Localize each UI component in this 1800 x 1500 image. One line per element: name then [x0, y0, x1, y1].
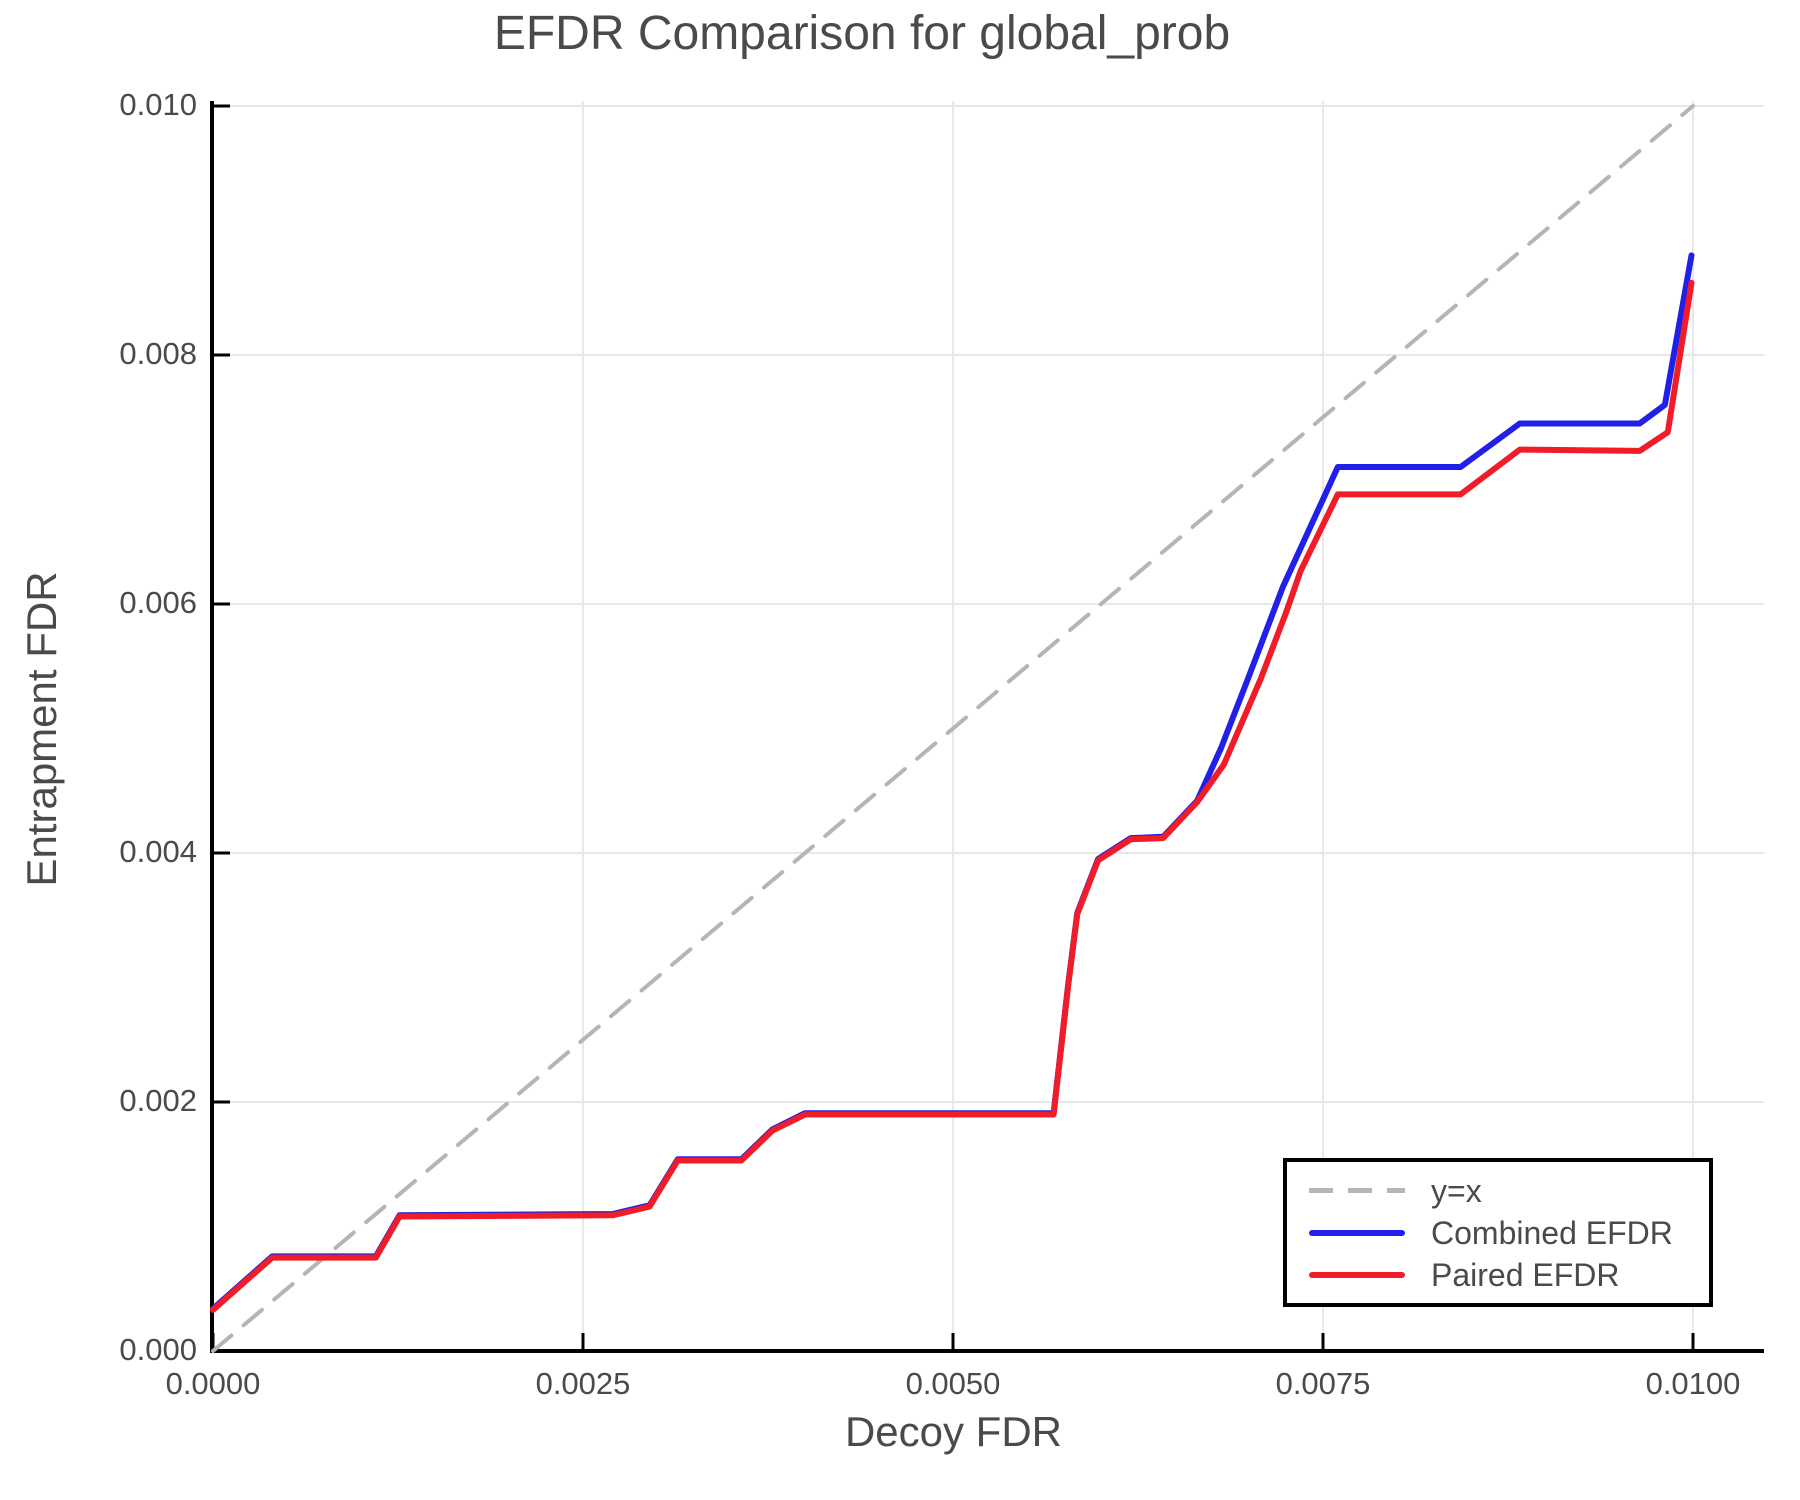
x-tick-label: 0.0100: [1645, 1366, 1741, 1401]
combined-line-sample-icon: [1309, 1229, 1405, 1236]
y-tick-label: 0.004: [119, 834, 197, 869]
legend-label: Combined EFDR: [1431, 1214, 1673, 1251]
paired-line-sample-icon: [1309, 1271, 1405, 1278]
y-tick-label: 0.008: [119, 336, 197, 371]
legend-item-identity: y=x: [1287, 1172, 1709, 1210]
legend-label: Paired EFDR: [1431, 1256, 1620, 1293]
y-axis-label: Entrapment FDR: [18, 571, 65, 887]
x-tick-label: 0.0050: [905, 1366, 1001, 1401]
x-tick-label: 0.0075: [1275, 1366, 1371, 1401]
y-tick-label: 0.002: [119, 1083, 197, 1118]
identity-line-sample-icon: [1309, 1188, 1405, 1193]
y-tick-label: 0.010: [119, 87, 197, 122]
legend-label: y=x: [1431, 1172, 1482, 1209]
chart-title: EFDR Comparison for global_prob: [493, 7, 1231, 60]
x-tick-label: 0.0000: [165, 1366, 261, 1401]
x-axis-label: Decoy FDR: [844, 1408, 1063, 1455]
legend-item-combined: Combined EFDR: [1287, 1214, 1709, 1252]
x-tick-label: 0.0025: [535, 1366, 631, 1401]
legend: y=x Combined EFDR Paired EFDR: [1283, 1158, 1713, 1307]
y-tick-label: 0.006: [119, 585, 197, 620]
legend-item-paired: Paired EFDR: [1287, 1256, 1709, 1294]
y-tick-label: 0.000: [119, 1332, 197, 1367]
